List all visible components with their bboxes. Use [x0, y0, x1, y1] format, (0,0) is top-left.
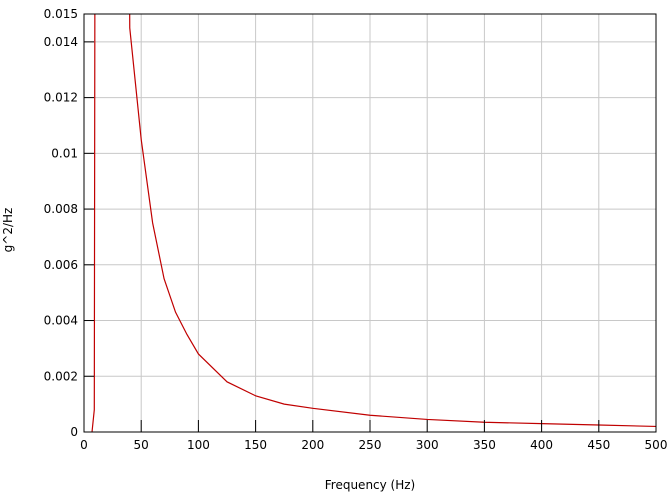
- y-tick-label: 0.006: [44, 258, 78, 272]
- y-tick-label: 0.002: [44, 369, 78, 383]
- y-tick-label: 0.015: [44, 7, 78, 21]
- x-tick-label: 350: [473, 438, 496, 452]
- y-tick-label: 0.012: [44, 91, 78, 105]
- x-tick-label: 200: [301, 438, 324, 452]
- y-tick-label: 0.01: [51, 146, 78, 160]
- x-tick-label: 250: [359, 438, 382, 452]
- x-tick-label: 100: [187, 438, 210, 452]
- x-tick-label: 400: [530, 438, 553, 452]
- x-axis-label: Frequency (Hz): [325, 478, 416, 492]
- y-tick-label: 0.004: [44, 314, 78, 328]
- y-axis-label: g^2/Hz: [1, 208, 15, 253]
- x-tick-label: 50: [134, 438, 149, 452]
- x-tick-label: 0: [80, 438, 88, 452]
- x-tick-label: 150: [244, 438, 267, 452]
- y-tick-label: 0.014: [44, 35, 78, 49]
- data-line: [91, 14, 656, 432]
- y-tick-label: 0.008: [44, 202, 78, 216]
- x-tick-label: 450: [587, 438, 610, 452]
- x-tick-label: 500: [645, 438, 668, 452]
- y-tick-label: 0: [70, 425, 78, 439]
- x-tick-label: 300: [416, 438, 439, 452]
